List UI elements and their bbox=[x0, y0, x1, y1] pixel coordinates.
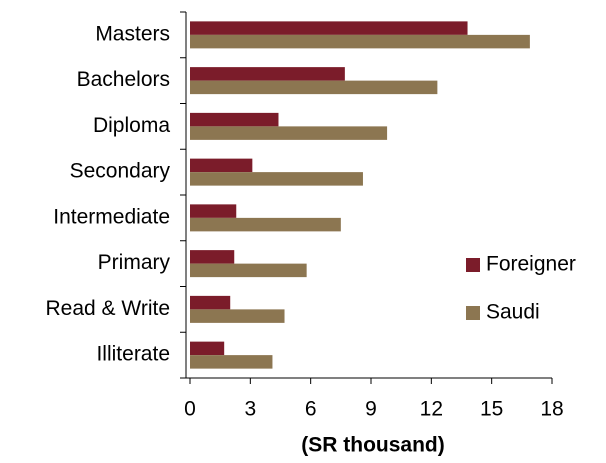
y-tick-label: Intermediate bbox=[53, 205, 170, 228]
bar bbox=[190, 158, 253, 173]
bar bbox=[190, 355, 273, 369]
x-axis-label: (SR thousand) bbox=[301, 434, 444, 457]
bar bbox=[190, 21, 468, 35]
bar bbox=[190, 341, 225, 356]
y-tick-label: Secondary bbox=[70, 160, 171, 183]
y-tick-label: Bachelors bbox=[77, 68, 170, 91]
legend-label: Saudi bbox=[486, 301, 540, 324]
bar bbox=[190, 295, 231, 310]
bar bbox=[190, 34, 530, 49]
bar bbox=[190, 67, 345, 81]
x-tick-label: 0 bbox=[184, 398, 196, 421]
bar bbox=[190, 309, 285, 323]
y-tick-label: Primary bbox=[98, 251, 171, 274]
bar bbox=[190, 204, 237, 218]
x-tick-label: 18 bbox=[540, 398, 563, 421]
legend-swatch bbox=[466, 306, 480, 320]
x-tick-label: 6 bbox=[305, 398, 317, 421]
legend-label: Foreigner bbox=[486, 253, 576, 276]
bar bbox=[190, 80, 438, 95]
y-tick-label: Read & Write bbox=[46, 297, 171, 320]
x-tick-label: 15 bbox=[480, 398, 503, 421]
legend-swatch bbox=[466, 258, 480, 272]
bar bbox=[190, 126, 388, 140]
bar bbox=[190, 263, 307, 278]
x-tick-label: 12 bbox=[420, 398, 443, 421]
bar bbox=[190, 250, 235, 264]
x-tick-label: 3 bbox=[244, 398, 256, 421]
y-tick-label: Diploma bbox=[93, 114, 170, 137]
x-tick-label: 9 bbox=[365, 398, 377, 421]
bar bbox=[190, 112, 279, 127]
bar bbox=[190, 172, 363, 186]
y-tick-label: Illiterate bbox=[96, 343, 170, 366]
y-tick-label: Masters bbox=[95, 22, 170, 45]
bar bbox=[190, 217, 341, 232]
